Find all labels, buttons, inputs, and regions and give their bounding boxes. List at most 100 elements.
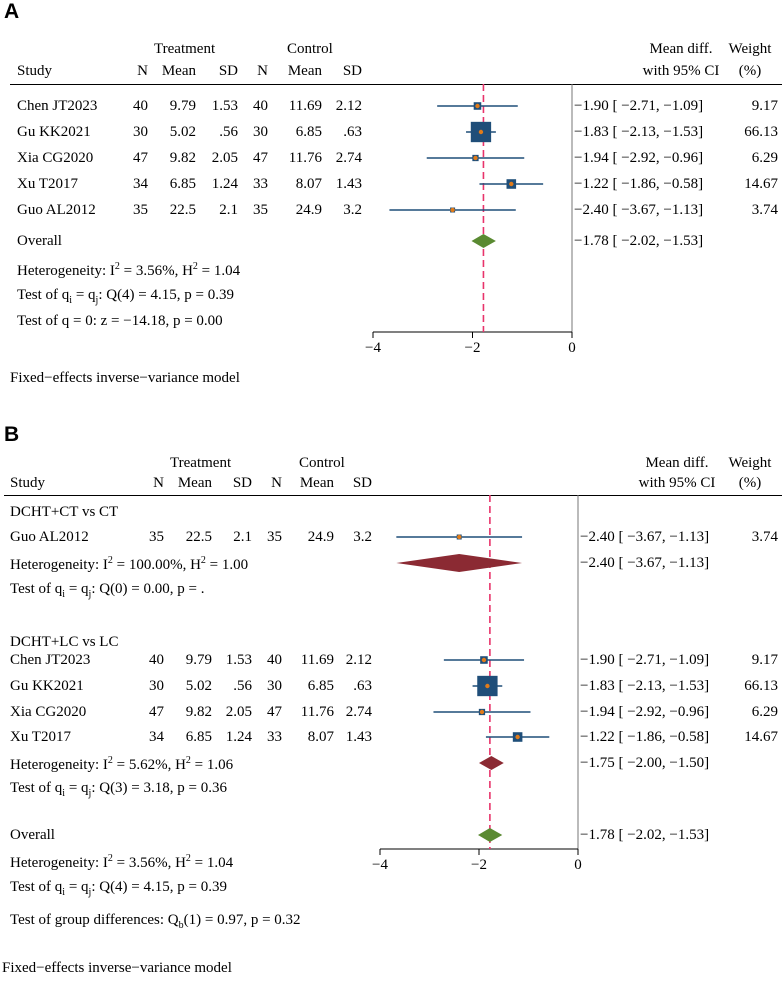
- row-tsd: 1.53: [225, 652, 252, 668]
- row-study: Xia CG2020: [17, 150, 94, 166]
- row-ci: −2.40 [ −3.67, −1.13]: [580, 529, 710, 545]
- row-cmean: 8.07: [307, 729, 334, 745]
- group1-subtotal-ci: −2.40 [ −3.67, −1.13]: [580, 555, 710, 571]
- row-study: Xu T2017: [17, 176, 78, 192]
- row-weight: 9.17: [751, 98, 778, 114]
- control-sd-header: SD: [342, 63, 362, 79]
- control-header: Control: [287, 41, 333, 57]
- model-caption: Fixed−effects inverse−variance model: [10, 370, 240, 386]
- row-tsd: 2.05: [225, 704, 252, 720]
- row-cn: 35: [267, 529, 282, 545]
- row-tn: 35: [149, 529, 164, 545]
- row-weight: 3.74: [751, 202, 778, 218]
- row-cmean: 11.69: [300, 652, 334, 668]
- treatment-n-header: N: [137, 63, 148, 79]
- point-estimate: [457, 534, 462, 540]
- point-estimate: [509, 181, 514, 187]
- row-tmean: 9.82: [185, 704, 212, 720]
- row-tsd: 1.53: [211, 98, 238, 114]
- row-cmean: 6.85: [307, 678, 334, 694]
- row-tmean: 22.5: [169, 202, 196, 218]
- row-ci: −1.90 [ −2.71, −1.09]: [574, 98, 704, 114]
- row-tmean: 22.5: [185, 529, 212, 545]
- row-csd: 2.74: [345, 704, 372, 720]
- row-weight: 14.67: [744, 176, 778, 192]
- point-estimate: [479, 709, 485, 715]
- row-ci: −2.40 [ −3.67, −1.13]: [574, 202, 704, 218]
- row-weight: 6.29: [751, 150, 778, 166]
- row-tsd: 2.05: [211, 150, 238, 166]
- treatment-mean-header: Mean: [161, 63, 196, 79]
- row-cn: 35: [253, 202, 268, 218]
- row-csd: 3.2: [343, 202, 362, 218]
- row-weight: 14.67: [744, 729, 778, 745]
- row-study: Guo AL2012: [10, 529, 89, 545]
- row-cn: 47: [267, 704, 282, 720]
- point-estimate: [475, 103, 480, 109]
- row-cn: 30: [267, 678, 282, 694]
- group2-heterogeneity: Heterogeneity: I2 = 5.62%, H2 = 1.06: [10, 755, 234, 773]
- overall-effect-test: Test of q = 0: z = −14.18, p = 0.00: [17, 313, 223, 329]
- heterogeneity-stat: Heterogeneity: I2 = 3.56%, H2 = 1.04: [17, 261, 241, 279]
- row-tmean: 6.85: [169, 176, 196, 192]
- row-study: Chen JT2023: [17, 98, 98, 114]
- row-cmean: 11.69: [288, 98, 322, 114]
- row-study: Chen JT2023: [10, 652, 91, 668]
- meandiff-ci-header: with 95% CI: [642, 63, 720, 79]
- row-weight: 6.29: [751, 704, 778, 720]
- x-tick-label: −2: [465, 340, 481, 356]
- forest-plot-a: −4 −2 0: [365, 84, 576, 356]
- row-cn: 47: [253, 150, 268, 166]
- overall-diamond: [471, 234, 496, 248]
- b-overall-homogeneity-test: Test of qi = qj: Q(4) = 4.15, p = 0.39: [10, 879, 227, 898]
- row-tn: 35: [133, 202, 148, 218]
- row-csd: 2.12: [345, 652, 372, 668]
- control-n-header: N: [257, 63, 268, 79]
- b-treatment-mean-header: Mean: [177, 475, 212, 491]
- row-csd: .63: [353, 678, 372, 694]
- x-tick-label: −2: [471, 857, 487, 873]
- row-tmean: 9.79: [169, 98, 196, 114]
- row-csd: 1.43: [335, 176, 362, 192]
- row-study: Xu T2017: [10, 729, 71, 745]
- header-rule: [10, 84, 782, 85]
- row-csd: .63: [343, 124, 362, 140]
- row-study: Xia CG2020: [10, 704, 87, 720]
- b-overall-label: Overall: [10, 827, 55, 843]
- b-model-caption: Fixed−effects inverse−variance model: [2, 960, 232, 976]
- treatment-header: Treatment: [154, 41, 216, 57]
- row-tsd: 1.24: [225, 729, 252, 745]
- b-overall-diamond: [478, 828, 503, 842]
- row-tmean: 9.82: [169, 150, 196, 166]
- b-study-header: Study: [10, 475, 46, 491]
- b-control-mean-header: Mean: [299, 475, 334, 491]
- group2-subtotal-ci: −1.75 [ −2.00, −1.50]: [580, 755, 710, 771]
- study-header: Study: [17, 63, 53, 79]
- row-csd: 2.12: [335, 98, 362, 114]
- row-tn: 30: [133, 124, 148, 140]
- row-cmean: 24.9: [295, 202, 322, 218]
- row-tmean: 5.02: [169, 124, 196, 140]
- row-ci: −1.94 [ −2.92, −0.96]: [574, 150, 704, 166]
- row-ci: −1.83 [ −2.13, −1.53]: [574, 124, 704, 140]
- group2-subtotal-diamond: [479, 756, 504, 770]
- row-tsd: .56: [219, 124, 238, 140]
- row-study: Gu KK2021: [17, 124, 91, 140]
- row-ci: −1.94 [ −2.92, −0.96]: [580, 704, 710, 720]
- b-treatment-sd-header: SD: [232, 475, 252, 491]
- treatment-sd-header: SD: [218, 63, 238, 79]
- b-control-sd-header: SD: [352, 475, 372, 491]
- group2-homogeneity-test: Test of qi = qj: Q(3) = 3.18, p = 0.36: [10, 780, 227, 799]
- point-estimate: [450, 207, 455, 213]
- row-cn: 33: [253, 176, 268, 192]
- row-tn: 34: [133, 176, 148, 192]
- point-estimate: [473, 155, 478, 161]
- group1-subtotal-diamond: [396, 554, 523, 572]
- b-treatment-header: Treatment: [170, 455, 232, 471]
- point-estimate: [481, 657, 487, 663]
- panel-b-label: B: [4, 423, 20, 446]
- row-cmean: 11.76: [300, 704, 334, 720]
- row-tmean: 9.79: [185, 652, 212, 668]
- meandiff-header: Mean diff.: [649, 41, 713, 57]
